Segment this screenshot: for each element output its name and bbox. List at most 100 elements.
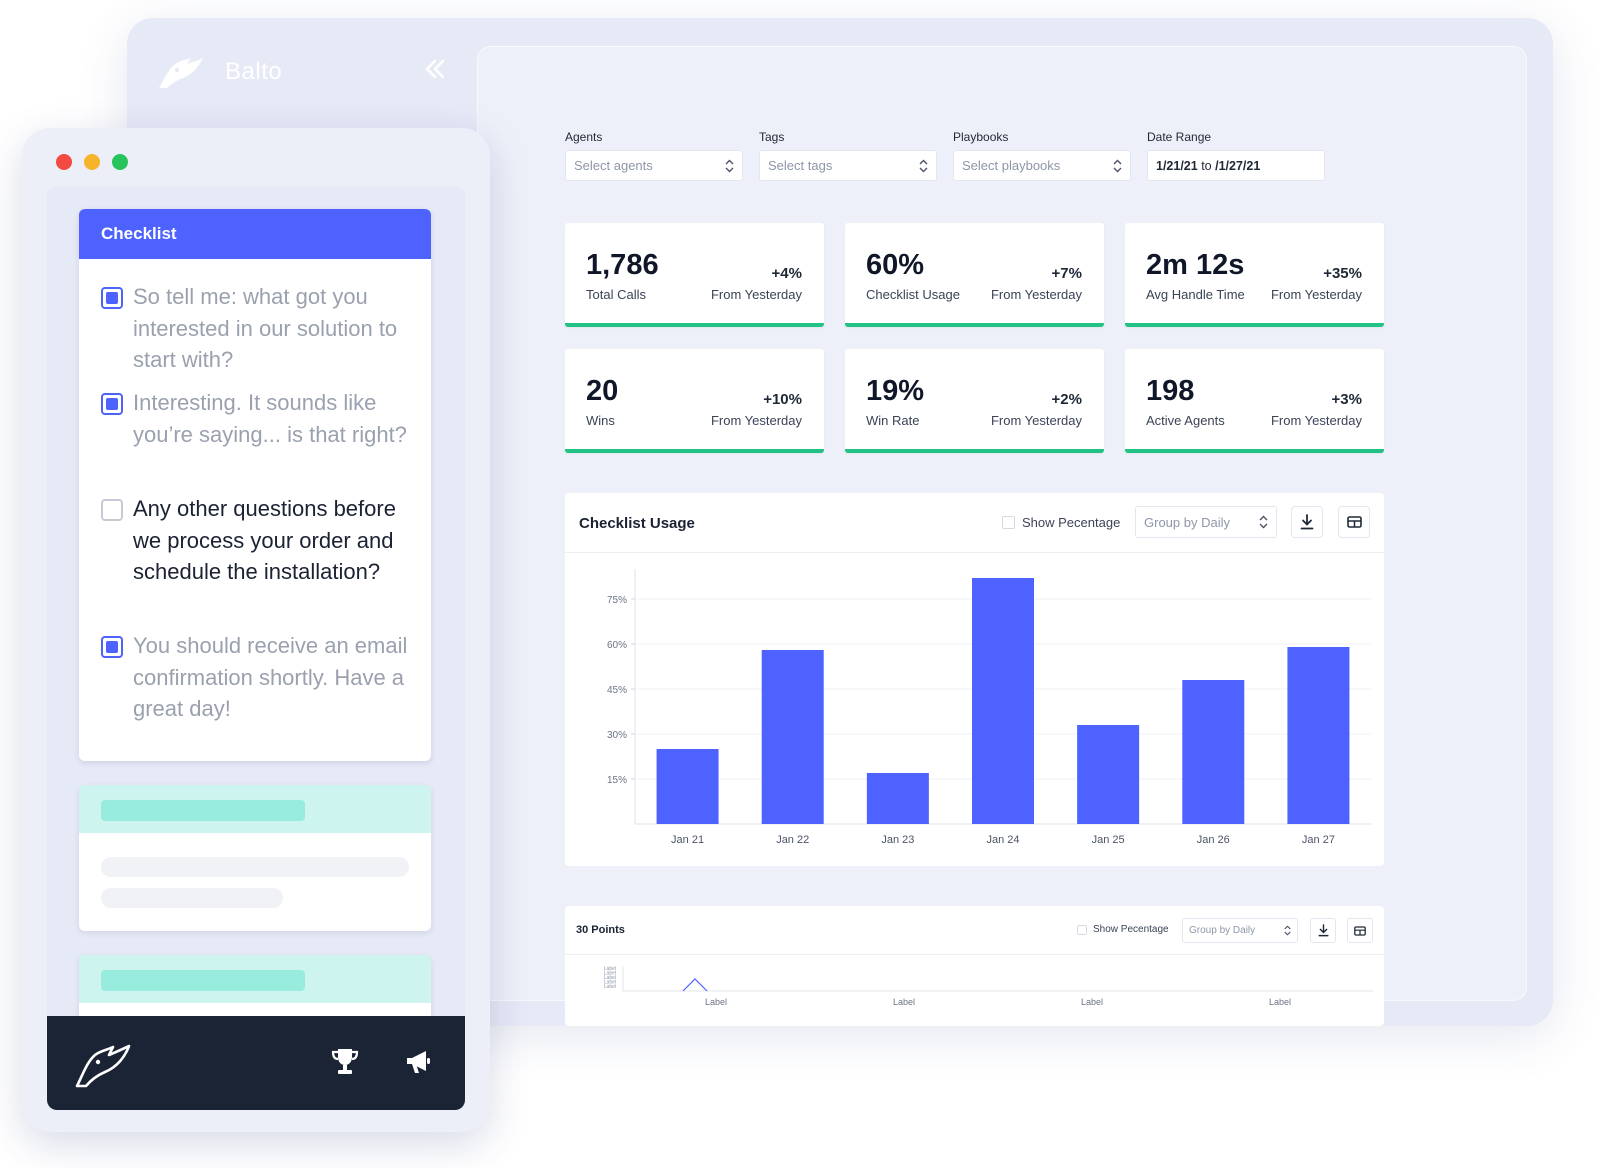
agent-window: Checklist So tell me: what got you inter…	[22, 128, 490, 1132]
stat-card-total-calls: 1,786 Total Calls +4% From Yesterday	[565, 223, 824, 327]
bar[interactable]	[761, 650, 824, 824]
x-tick-label: Jan 27	[1302, 834, 1335, 846]
placeholder-card	[79, 785, 431, 931]
y-tick-label: Label	[604, 975, 616, 981]
download-button[interactable]	[1291, 506, 1323, 538]
bar[interactable]	[866, 773, 929, 824]
sort-chevron-icon	[1284, 925, 1291, 936]
y-tick-label: 75%	[607, 595, 627, 606]
y-tick-label: 15%	[607, 775, 627, 786]
close-window-button[interactable]	[56, 154, 72, 170]
balto-logo-icon	[75, 1044, 131, 1088]
stat-from: From Yesterday	[990, 413, 1082, 428]
collapse-sidebar-button[interactable]	[424, 58, 452, 86]
filter-label: Agents	[565, 130, 603, 144]
stat-value: 1,786	[586, 249, 659, 281]
x-tick-label: Jan 26	[1197, 834, 1230, 846]
x-tick-label: Jan 25	[1092, 834, 1125, 846]
checklist-item[interactable]: Any other questions before we process yo…	[101, 493, 413, 588]
minimize-window-button[interactable]	[84, 154, 100, 170]
card-header: Checklist Usage Show Pecentage Group by …	[565, 493, 1384, 553]
show-percentage-toggle[interactable]: Show Pecentage	[1002, 515, 1120, 530]
filter-agents: Agents Select agents	[565, 130, 743, 181]
megaphone-icon[interactable]	[404, 1049, 432, 1075]
y-tick-label: 60%	[607, 640, 627, 651]
stat-label: Win Rate	[866, 413, 920, 428]
table-view-button[interactable]	[1338, 506, 1370, 538]
placeholder-bar	[101, 970, 305, 991]
download-icon	[1317, 924, 1329, 937]
bar[interactable]	[1077, 725, 1140, 824]
show-percentage-toggle[interactable]: Show Pecentage	[1077, 924, 1169, 935]
checklist-item[interactable]: Interesting. It sounds like you’re sayin…	[101, 387, 413, 450]
bar[interactable]	[972, 578, 1034, 824]
stat-label: Total Calls	[586, 287, 646, 302]
show-percentage-checkbox[interactable]	[1077, 924, 1087, 935]
card-title: 30 Points	[576, 924, 625, 936]
checklist-item[interactable]: You should receive an email confirmation…	[101, 630, 413, 725]
show-percentage-checkbox[interactable]	[1002, 516, 1015, 529]
stat-from: From Yesterday	[1270, 413, 1362, 428]
sort-chevron-icon	[1259, 515, 1268, 529]
y-tick-label: Label	[604, 971, 616, 977]
trophy-icon[interactable]	[331, 1047, 359, 1077]
stat-delta: +2%	[1051, 391, 1082, 408]
group-by-select[interactable]: Group by Daily	[1135, 506, 1277, 538]
stat-delta: +7%	[1051, 265, 1082, 282]
download-icon	[1300, 514, 1314, 530]
stat-delta: +4%	[771, 265, 802, 282]
agents-select[interactable]: Select agents	[565, 150, 743, 181]
checklist-item[interactable]: So tell me: what got you interested in o…	[101, 281, 413, 376]
stat-from: From Yesterday	[710, 287, 802, 302]
checklist-item-text: Any other questions before we process yo…	[133, 496, 396, 584]
y-tick-label: Label	[604, 980, 616, 986]
checklist-checkbox[interactable]	[101, 287, 123, 309]
bar[interactable]	[1182, 680, 1245, 824]
stat-delta: +35%	[1323, 265, 1362, 282]
agent-content: Checklist So tell me: what got you inter…	[47, 187, 465, 1017]
checklist-checkbox[interactable]	[101, 393, 123, 415]
bar[interactable]	[1287, 647, 1350, 824]
x-tick-label: Jan 24	[986, 834, 1019, 846]
maximize-window-button[interactable]	[112, 154, 128, 170]
stat-from: From Yesterday	[1270, 287, 1362, 302]
dashboard-window: Balto Agents Select agents Tags Select t…	[127, 18, 1553, 1026]
stat-label: Active Agents	[1146, 413, 1225, 428]
tags-select[interactable]: Select tags	[759, 150, 937, 181]
checklist-card: Checklist So tell me: what got you inter…	[79, 209, 431, 761]
filter-date-range: Date Range 1/21/21 to /1/27/21	[1147, 130, 1325, 181]
points-card: 30 Points Show Pecentage Group by Daily …	[565, 906, 1384, 1026]
stat-value: 60%	[866, 249, 925, 281]
card-title: Checklist Usage	[579, 515, 695, 532]
checklist-item-text: You should receive an email confirmation…	[133, 633, 408, 721]
stat-label: Avg Handle Time	[1146, 287, 1245, 302]
stat-card-avg-handle-time: 2m 12s Avg Handle Time +35% From Yesterd…	[1125, 223, 1384, 327]
checklist-checkbox[interactable]	[101, 636, 123, 658]
table-icon	[1354, 925, 1366, 936]
stat-delta: +10%	[763, 391, 802, 408]
table-view-button[interactable]	[1347, 918, 1373, 943]
stat-delta: +3%	[1331, 391, 1362, 408]
group-by-select[interactable]: Group by Daily	[1182, 918, 1298, 943]
stat-card-checklist-usage: 60% Checklist Usage +7% From Yesterday	[845, 223, 1104, 327]
date-to: /1/27/21	[1215, 158, 1261, 173]
x-tick-label: Label	[1269, 997, 1291, 1007]
x-tick-label: Jan 23	[881, 834, 914, 846]
y-tick-label: 45%	[607, 685, 627, 696]
checklist-usage-card: Checklist Usage Show Pecentage Group by …	[565, 493, 1384, 866]
placeholder-line	[101, 857, 409, 877]
filter-label: Date Range	[1147, 130, 1212, 144]
app-name: Balto	[225, 58, 283, 85]
playbooks-placeholder: Select playbooks	[962, 158, 1061, 173]
date-range-input[interactable]: 1/21/21 to /1/27/21	[1147, 150, 1325, 181]
checklist-checkbox[interactable]	[101, 499, 123, 521]
series-line	[682, 978, 708, 992]
stat-label: Checklist Usage	[866, 287, 960, 302]
placeholder-line	[101, 888, 283, 908]
sort-chevron-icon	[919, 159, 928, 173]
stat-card-active-agents: 198 Active Agents +3% From Yesterday	[1125, 349, 1384, 453]
bar[interactable]	[656, 749, 719, 824]
playbooks-select[interactable]: Select playbooks	[953, 150, 1131, 181]
checklist-usage-bar-chart: 15% 30% 45% 60% 75% Jan 21 Jan 22 Jan 23 Jan 24 J…	[607, 569, 1371, 846]
download-button[interactable]	[1310, 918, 1336, 943]
